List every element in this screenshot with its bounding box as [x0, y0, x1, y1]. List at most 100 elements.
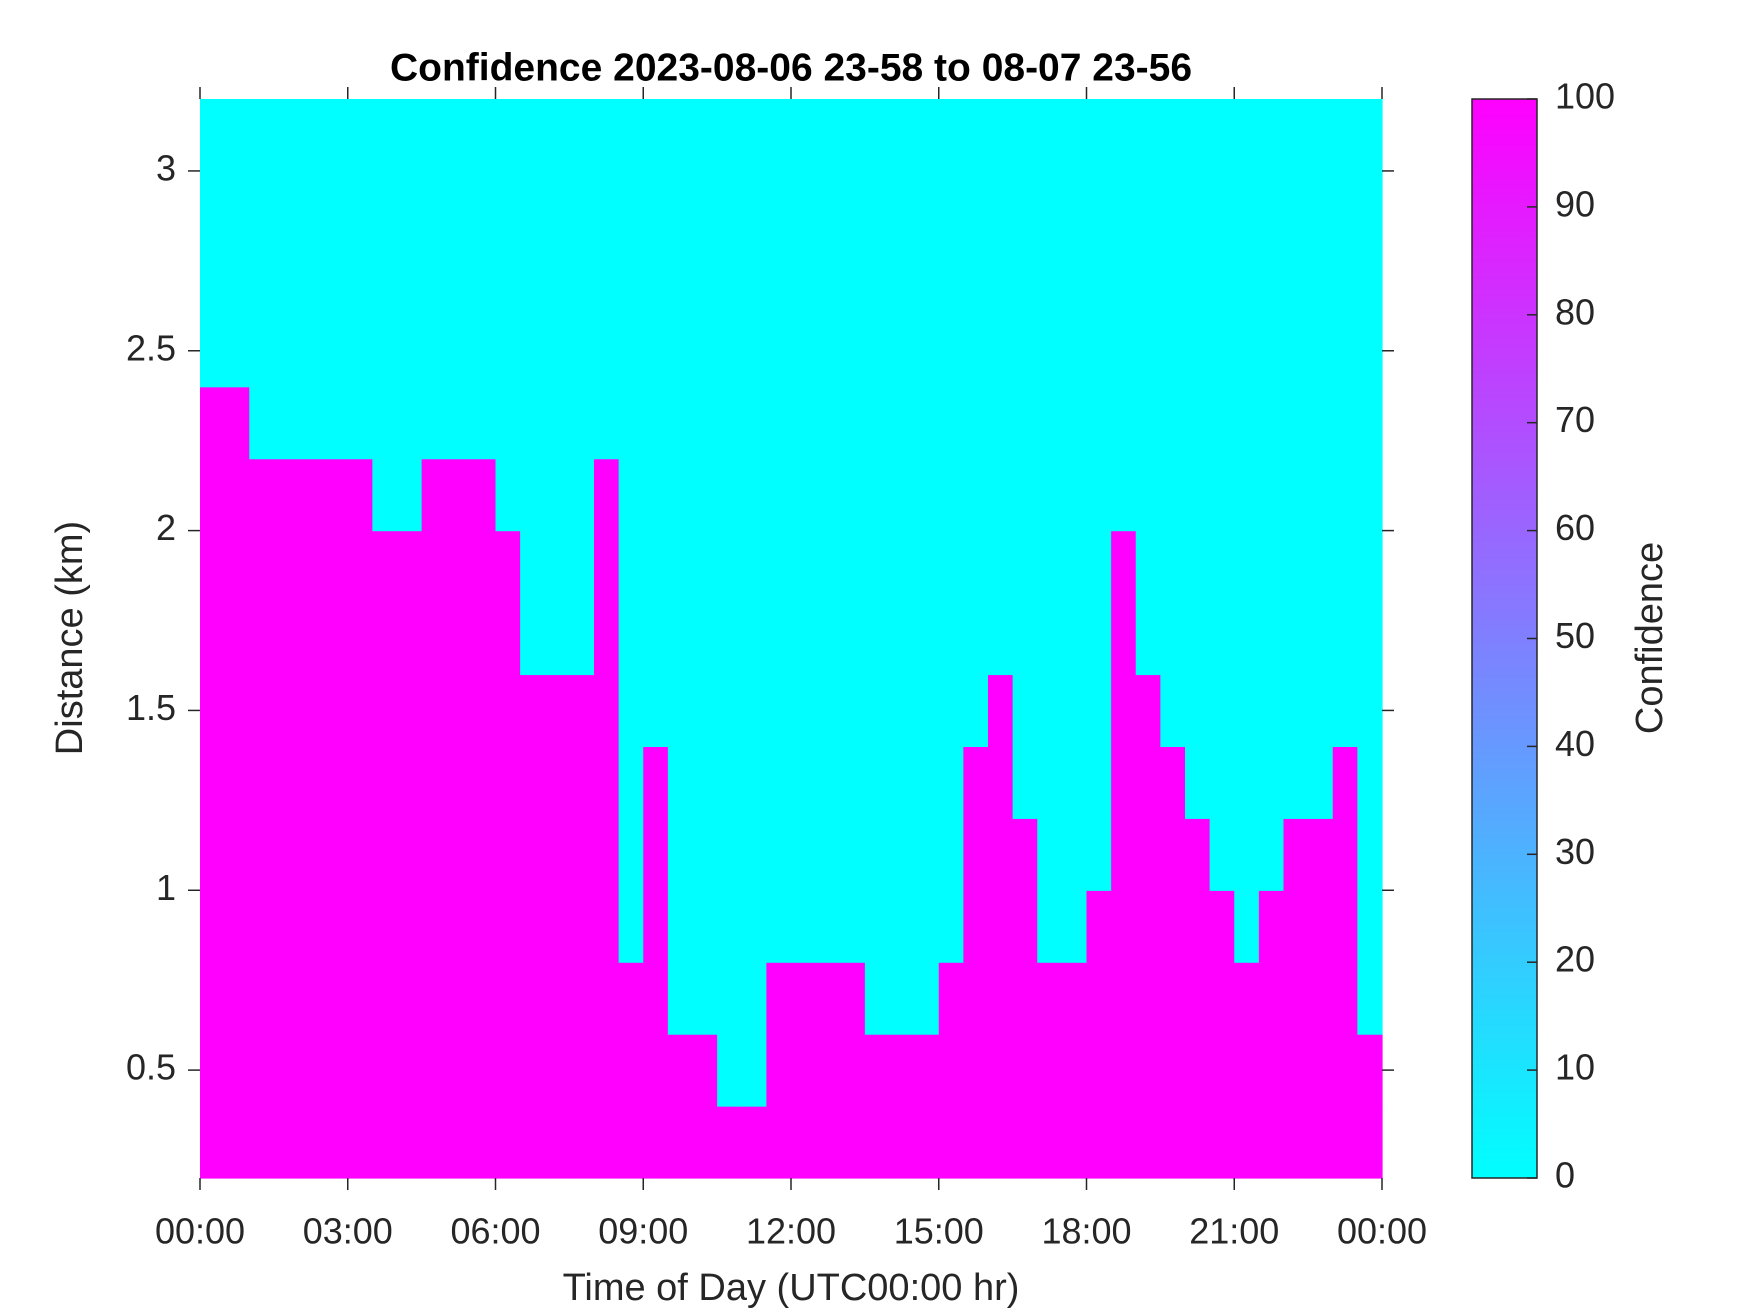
- heatmap-cell: [1234, 890, 1260, 963]
- heatmap-cell: [1185, 242, 1211, 316]
- heatmap-cell: [618, 314, 644, 388]
- heatmap-cell: [594, 170, 620, 244]
- heatmap-cell: [249, 386, 275, 460]
- heatmap-cell: [815, 818, 841, 891]
- heatmap-cell: [470, 746, 497, 819]
- heatmap-cell: [618, 99, 644, 172]
- heatmap-cell: [446, 530, 472, 604]
- heatmap-cell: [421, 1106, 447, 1179]
- heatmap-cell: [1086, 314, 1112, 388]
- heatmap-cell: [249, 1034, 275, 1107]
- heatmap-cell: [520, 1106, 546, 1179]
- heatmap-cell: [864, 242, 891, 316]
- heatmap-cell: [988, 1034, 1014, 1107]
- heatmap-cell: [421, 170, 447, 244]
- heatmap-cell: [667, 242, 694, 316]
- heatmap-cell: [273, 458, 300, 532]
- heatmap-cell: [914, 242, 940, 316]
- heatmap-cell: [446, 170, 472, 244]
- heatmap-cell: [1012, 170, 1038, 244]
- heatmap-cell: [1185, 818, 1211, 891]
- heatmap-cell: [791, 1106, 817, 1179]
- heatmap-cell: [643, 674, 669, 747]
- heatmap-cell: [470, 962, 497, 1035]
- heatmap-cell: [200, 602, 226, 676]
- heatmap-cell: [1258, 386, 1285, 460]
- heatmap-cell: [569, 818, 595, 891]
- heatmap-cell: [791, 674, 817, 747]
- heatmap-cell: [1012, 1106, 1038, 1179]
- heatmap-cell: [692, 818, 718, 891]
- heatmap-cell: [495, 602, 521, 676]
- heatmap-cell: [1283, 746, 1309, 819]
- heatmap-cell: [618, 530, 644, 604]
- heatmap-cell: [1308, 1034, 1334, 1107]
- heatmap-cell: [1308, 1106, 1334, 1179]
- heatmap-cell: [1185, 1106, 1211, 1179]
- heatmap-cell: [520, 530, 546, 604]
- heatmap-cell: [1308, 458, 1334, 532]
- heatmap-cell: [815, 746, 841, 819]
- heatmap-cell: [1332, 386, 1358, 460]
- heatmap-cell: [766, 458, 792, 532]
- heatmap-cell: [397, 1106, 423, 1179]
- heatmap-cell: [520, 962, 546, 1035]
- y-tick-label: 3: [156, 147, 176, 188]
- heatmap-cell: [692, 530, 718, 604]
- heatmap-cell: [200, 386, 226, 460]
- heatmap-cell: [1332, 530, 1358, 604]
- heatmap-cell: [397, 530, 423, 604]
- heatmap-cell: [988, 818, 1014, 891]
- heatmap-cell: [1258, 1106, 1285, 1179]
- heatmap-cell: [1111, 1106, 1137, 1179]
- heatmap-cell: [1185, 746, 1211, 819]
- heatmap-cell: [470, 674, 497, 747]
- heatmap-cell: [1283, 530, 1309, 604]
- heatmap-cell: [717, 170, 743, 244]
- heatmap-cell: [544, 962, 570, 1035]
- heatmap-cell: [963, 962, 989, 1035]
- heatmap-cell: [224, 314, 250, 388]
- heatmap-cell: [864, 1034, 891, 1107]
- heatmap-cell: [1283, 818, 1309, 891]
- heatmap-cell: [1061, 818, 1088, 891]
- heatmap-cell: [1160, 314, 1186, 388]
- heatmap-cell: [1135, 1106, 1161, 1179]
- heatmap-cell: [914, 99, 940, 172]
- heatmap-cell: [889, 314, 915, 388]
- heatmap-cell: [1135, 962, 1161, 1035]
- heatmap-cell: [1086, 530, 1112, 604]
- heatmap-cell: [1111, 314, 1137, 388]
- heatmap-cell: [495, 674, 521, 747]
- heatmap-cell: [889, 890, 915, 963]
- colorbar-tick-label: 30: [1555, 831, 1595, 872]
- heatmap-cell: [1012, 458, 1038, 532]
- heatmap-cell: [1135, 170, 1161, 244]
- heatmap-cell: [1037, 530, 1063, 604]
- heatmap-cell: [1258, 458, 1285, 532]
- heatmap-cell: [495, 890, 521, 963]
- heatmap-cell: [224, 674, 250, 747]
- y-tick-label: 2.5: [126, 327, 176, 368]
- heatmap-cell: [249, 530, 275, 604]
- heatmap-cell: [1185, 386, 1211, 460]
- heatmap-cell: [594, 242, 620, 316]
- heatmap-cell: [766, 170, 792, 244]
- heatmap-cell: [249, 818, 275, 891]
- heatmap-cell: [200, 242, 226, 316]
- heatmap-cell: [1135, 314, 1161, 388]
- heatmap-cell: [273, 746, 300, 819]
- heatmap-cell: [1234, 314, 1260, 388]
- heatmap-cell: [1332, 314, 1358, 388]
- heatmap-cell: [1135, 458, 1161, 532]
- heatmap-cell: [840, 890, 866, 963]
- heatmap-cell: [1283, 602, 1309, 676]
- heatmap-cell: [1209, 962, 1235, 1035]
- heatmap-cell: [372, 890, 398, 963]
- heatmap-cell: [446, 386, 472, 460]
- heatmap-cell: [717, 818, 743, 891]
- heatmap-cell: [470, 386, 497, 460]
- heatmap-cell: [766, 242, 792, 316]
- heatmap-cell: [1308, 530, 1334, 604]
- heatmap-cell: [298, 530, 324, 604]
